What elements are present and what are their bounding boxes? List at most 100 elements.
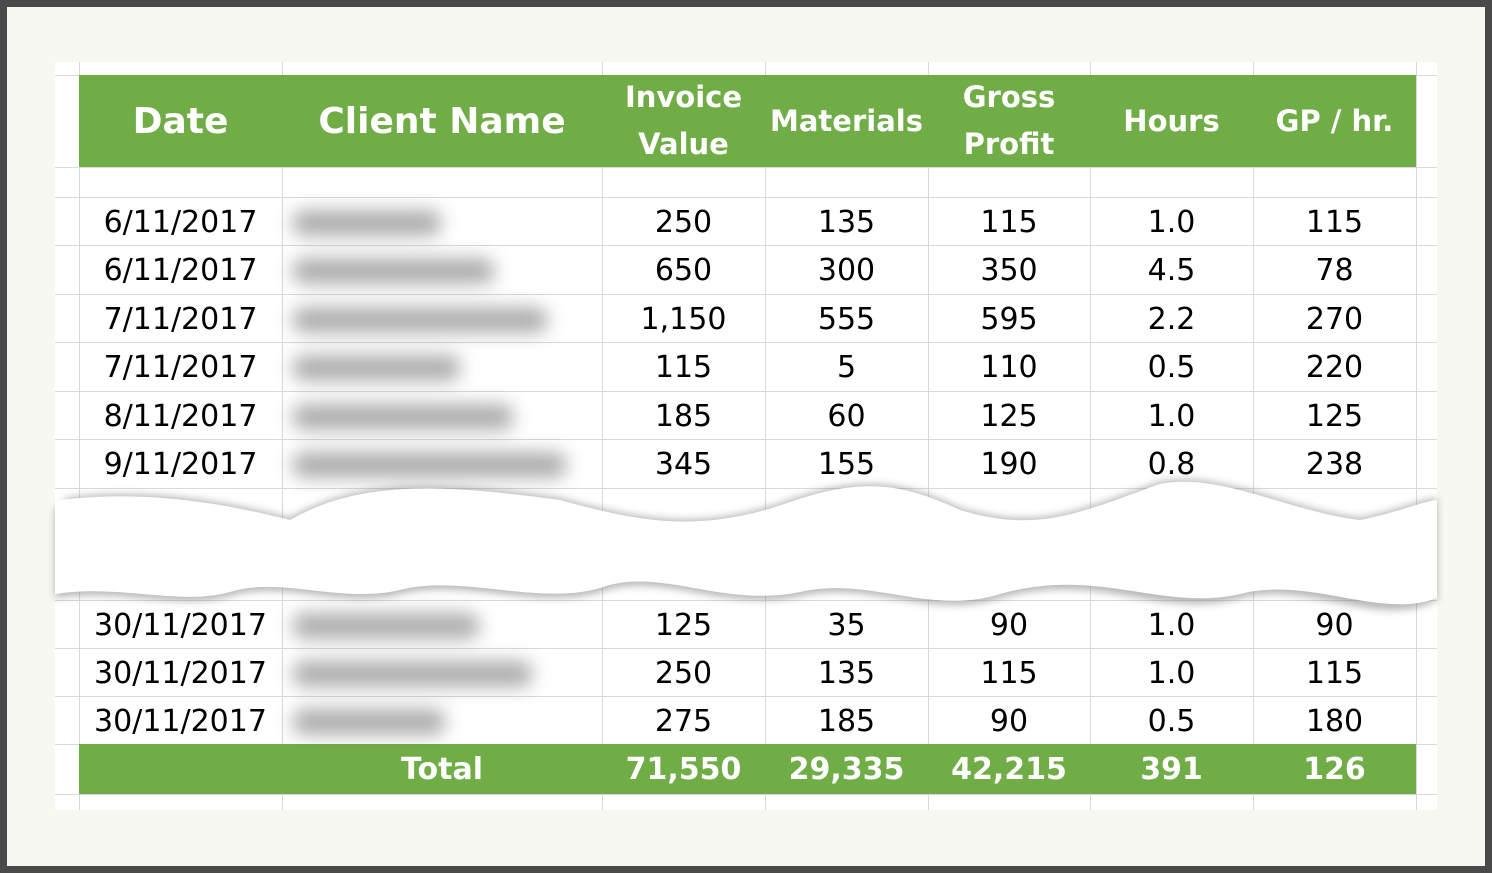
gridline-vertical xyxy=(1416,62,1417,810)
redacted-client-name xyxy=(292,404,514,430)
cell-gp-per-hour: 238 xyxy=(1305,446,1364,482)
cell-gp-per-hour: 115 xyxy=(1305,655,1364,691)
total-invoice-value: 71,550 xyxy=(625,751,742,787)
cell-hours: 1.0 xyxy=(1147,655,1196,691)
cell-materials: 5 xyxy=(836,349,857,385)
cell-gross-profit: 90 xyxy=(989,703,1029,739)
redacted-client-name xyxy=(292,613,480,639)
cell-hours: 1.0 xyxy=(1147,398,1196,434)
cell-hours: 0.5 xyxy=(1147,349,1196,385)
total-materials: 29,335 xyxy=(788,751,905,787)
cell-hours: 4.5 xyxy=(1147,252,1196,288)
cell-gross-profit: 595 xyxy=(980,301,1038,337)
gridline-vertical xyxy=(602,62,603,810)
header-gp-per-hour: GP / hr. xyxy=(1275,103,1394,138)
gridline-horizontal xyxy=(55,197,1437,198)
redacted-client-name xyxy=(292,355,461,381)
cell-materials: 60 xyxy=(827,398,866,434)
cell-date: 6/11/2017 xyxy=(103,252,258,288)
gridline-horizontal xyxy=(55,245,1437,246)
cell-gp-per-hour: 90 xyxy=(1315,607,1354,643)
header-band xyxy=(79,75,1416,167)
cell-date: 30/11/2017 xyxy=(94,655,267,691)
cell-materials: 555 xyxy=(817,301,876,337)
cell-materials: 155 xyxy=(817,446,876,482)
gridline-horizontal xyxy=(55,439,1437,440)
header-hours: Hours xyxy=(1123,103,1220,138)
cell-gp-per-hour: 115 xyxy=(1305,204,1364,240)
cell-materials: 35 xyxy=(827,607,866,643)
header-invoice-line2: Value xyxy=(638,127,729,161)
cell-invoice-value: 275 xyxy=(654,703,713,739)
cell-invoice-value: 115 xyxy=(654,349,713,385)
cell-invoice-value: 185 xyxy=(654,398,713,434)
gridline-horizontal xyxy=(55,167,1437,168)
redacted-client-name xyxy=(292,210,442,236)
redacted-client-name xyxy=(292,661,533,687)
header-gross-line1: Gross xyxy=(962,80,1056,114)
cell-invoice-value: 250 xyxy=(654,204,713,240)
spreadsheet: Date Client Name Invoice Value Materials… xyxy=(55,62,1437,810)
cell-gp-per-hour: 78 xyxy=(1315,252,1354,288)
header-materials: Materials xyxy=(770,103,923,138)
header-invoice-value: Invoice Value xyxy=(602,75,765,167)
cell-date: 9/11/2017 xyxy=(103,446,258,482)
cell-gross-profit: 125 xyxy=(980,398,1038,434)
cell-gross-profit: 90 xyxy=(989,607,1029,643)
gridline-horizontal xyxy=(55,648,1437,649)
cell-date: 7/11/2017 xyxy=(103,349,258,385)
cell-date: 8/11/2017 xyxy=(103,398,258,434)
cell-hours: 1.0 xyxy=(1147,204,1196,240)
cell-gross-profit: 350 xyxy=(980,252,1038,288)
gridline-vertical xyxy=(928,62,929,810)
cell-hours: 0.8 xyxy=(1147,446,1196,482)
total-hours: 391 xyxy=(1140,751,1203,787)
cell-gp-per-hour: 220 xyxy=(1305,349,1364,385)
cell-gross-profit: 115 xyxy=(980,655,1038,691)
cell-gross-profit: 115 xyxy=(980,204,1038,240)
gridline-horizontal xyxy=(55,794,1437,795)
cell-hours: 0.5 xyxy=(1147,703,1196,739)
gridline-horizontal xyxy=(55,696,1437,697)
cell-invoice-value: 650 xyxy=(654,252,713,288)
cell-date: 30/11/2017 xyxy=(94,607,267,643)
gridline-vertical xyxy=(282,62,283,810)
cell-date: 30/11/2017 xyxy=(94,703,267,739)
cell-materials: 185 xyxy=(817,703,876,739)
total-label: Total xyxy=(401,751,483,787)
gridline-vertical xyxy=(765,62,766,810)
cell-date: 6/11/2017 xyxy=(103,204,258,240)
cell-invoice-value: 1,150 xyxy=(640,301,727,337)
gridline-vertical xyxy=(1090,62,1091,810)
cell-gross-profit: 110 xyxy=(980,349,1038,385)
cell-materials: 135 xyxy=(817,204,876,240)
total-band xyxy=(79,744,1416,794)
cell-invoice-value: 250 xyxy=(654,655,713,691)
redacted-client-name xyxy=(292,258,495,284)
cell-hours: 1.0 xyxy=(1147,607,1196,643)
gridline-horizontal xyxy=(55,600,1437,601)
header-date: Date xyxy=(132,100,229,142)
gridline-horizontal xyxy=(55,342,1437,343)
cell-materials: 300 xyxy=(817,252,876,288)
cell-gp-per-hour: 180 xyxy=(1305,703,1364,739)
cell-invoice-value: 125 xyxy=(654,607,713,643)
gridline-horizontal xyxy=(55,294,1437,295)
redacted-client-name xyxy=(292,709,446,735)
cell-hours: 2.2 xyxy=(1147,301,1196,337)
total-gross-profit: 42,215 xyxy=(951,751,1067,787)
cell-date: 7/11/2017 xyxy=(103,301,258,337)
torn-paper-break xyxy=(55,479,1437,610)
redacted-client-name xyxy=(292,307,548,333)
total-gp-per-hour: 126 xyxy=(1303,751,1366,787)
header-gross-line2: Profit xyxy=(963,127,1055,161)
gridline-horizontal xyxy=(55,488,1437,489)
redacted-client-name xyxy=(292,452,567,478)
gridline-horizontal xyxy=(55,391,1437,392)
gridline-vertical xyxy=(1253,62,1254,810)
cell-gp-per-hour: 270 xyxy=(1305,301,1364,337)
cell-gross-profit: 190 xyxy=(980,446,1038,482)
header-invoice-line1: Invoice xyxy=(624,80,743,114)
gridline-vertical xyxy=(79,62,80,810)
cell-invoice-value: 345 xyxy=(654,446,713,482)
